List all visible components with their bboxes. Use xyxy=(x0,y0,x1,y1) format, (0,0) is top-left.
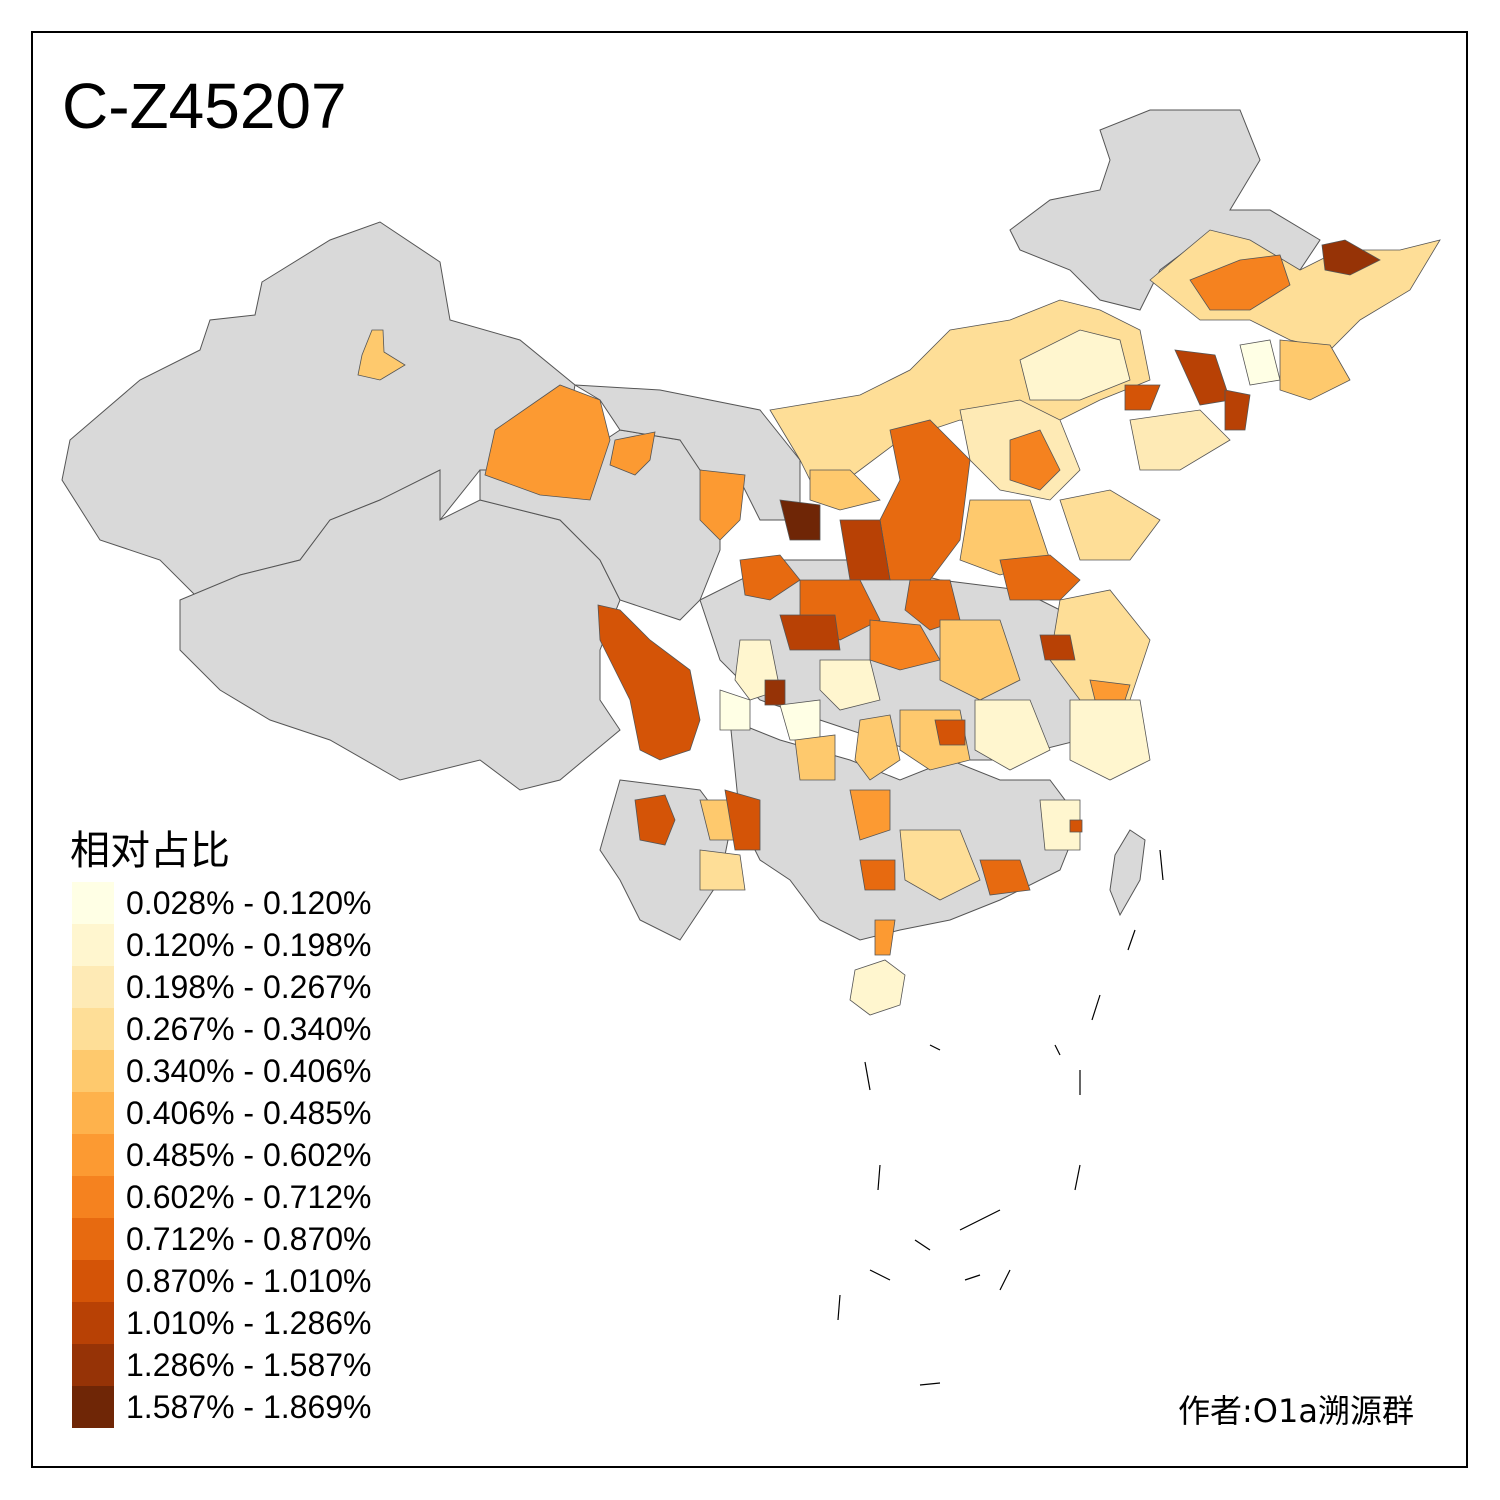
legend-label: 0.485% - 0.602% xyxy=(126,1136,372,1173)
region-hubei-n xyxy=(869,619,941,671)
south-china-sea-islands xyxy=(837,849,1164,1386)
region-tibet xyxy=(179,469,621,791)
region-shanxi-shaanxi xyxy=(879,419,971,581)
region-ganzi xyxy=(597,604,701,761)
region-guangxi-1 xyxy=(849,789,891,841)
legend-label: 1.010% - 1.286% xyxy=(126,1304,372,1341)
region-guangxi-2 xyxy=(859,859,896,891)
region-gansu-1 xyxy=(699,469,746,541)
region-ne-5 xyxy=(1239,339,1281,386)
region-ningxia xyxy=(779,499,821,541)
legend-swatch xyxy=(72,1218,114,1260)
legend: 0.028% - 0.120% 0.120% - 0.198% 0.198% - 0… xyxy=(72,882,372,1428)
region-guangdong-2 xyxy=(979,859,1031,896)
region-hebei-2 xyxy=(1009,429,1061,491)
region-gansu-2 xyxy=(739,554,801,601)
region-sichuan-dark xyxy=(764,679,786,706)
legend-swatch xyxy=(72,1050,114,1092)
legend-label: 0.198% - 0.267% xyxy=(126,968,372,1005)
legend-swatch xyxy=(72,966,114,1008)
legend-item: 1.286% - 1.587% xyxy=(72,1344,372,1386)
region-ne-3 xyxy=(1321,239,1381,276)
region-ne-6 xyxy=(1174,349,1231,406)
map-title: C-Z45207 xyxy=(62,70,347,142)
region-hami xyxy=(484,384,611,501)
legend-swatch xyxy=(72,1008,114,1050)
legend-swatch xyxy=(72,882,114,924)
legend-item: 1.587% - 1.869% xyxy=(72,1386,372,1428)
region-hainan xyxy=(849,959,906,1016)
legend-item: 0.340% - 0.406% xyxy=(72,1050,372,1092)
region-ne-2 xyxy=(1189,254,1291,311)
region-shaanxi-n xyxy=(839,519,891,581)
legend-item: 0.485% - 0.602% xyxy=(72,1134,372,1176)
legend-label: 1.286% - 1.587% xyxy=(126,1346,372,1383)
legend-label: 0.120% - 0.198% xyxy=(126,926,372,963)
region-ne-7 xyxy=(1224,389,1251,431)
region-sichuan-2 xyxy=(719,689,751,731)
legend-label: 0.340% - 0.406% xyxy=(126,1052,372,1089)
region-yunnan-orange xyxy=(634,794,676,846)
region-leizhou xyxy=(874,919,896,956)
legend-label: 0.267% - 0.340% xyxy=(126,1010,372,1047)
region-xj-tacheng xyxy=(357,329,406,381)
region-fujian-dark xyxy=(1069,819,1083,833)
region-shaanxi-s xyxy=(779,614,841,651)
region-jiuquan xyxy=(609,431,656,476)
region-guangdong-1 xyxy=(899,829,981,901)
legend-swatch xyxy=(72,1302,114,1344)
region-anhui-dark xyxy=(1039,634,1076,661)
legend-swatch xyxy=(72,1260,114,1302)
legend-label: 1.587% - 1.869% xyxy=(126,1388,372,1425)
region-sichuan-4 xyxy=(819,659,881,711)
region-shandong-w xyxy=(999,554,1081,601)
region-shandong xyxy=(1059,489,1161,561)
region-ne-8 xyxy=(1124,384,1161,411)
legend-swatch xyxy=(72,1176,114,1218)
legend-item: 0.712% - 0.870% xyxy=(72,1218,372,1260)
legend-title: 相对占比 xyxy=(70,828,230,874)
legend-item: 0.198% - 0.267% xyxy=(72,966,372,1008)
legend-item: 0.028% - 0.120% xyxy=(72,882,372,924)
legend-label: 0.602% - 0.712% xyxy=(126,1178,372,1215)
region-hubei-c xyxy=(939,619,1021,701)
legend-item: 0.406% - 0.485% xyxy=(72,1092,372,1134)
region-guizhou-1 xyxy=(794,734,836,781)
data-regions xyxy=(357,229,1441,1016)
legend-item: 0.870% - 1.010% xyxy=(72,1260,372,1302)
region-yunnan-3 xyxy=(724,789,761,851)
region-liaoning xyxy=(1129,409,1231,471)
region-sichuan-3 xyxy=(779,699,821,741)
region-ne-4 xyxy=(1279,339,1351,401)
legend-label: 0.028% - 0.120% xyxy=(126,884,372,921)
region-jiangxi xyxy=(974,699,1051,771)
region-hunan-dark xyxy=(934,719,966,746)
legend-swatch xyxy=(72,1344,114,1386)
legend-swatch xyxy=(72,924,114,966)
legend-label: 0.406% - 0.485% xyxy=(126,1094,372,1131)
region-guangdong-3 xyxy=(1039,799,1081,851)
map-frame xyxy=(31,31,1468,1468)
legend-item: 0.267% - 0.340% xyxy=(72,1008,372,1050)
region-gansu-3 xyxy=(809,469,881,511)
region-im-east xyxy=(1019,329,1131,401)
region-guizhou-2 xyxy=(854,714,901,781)
legend-swatch xyxy=(72,1092,114,1134)
legend-label: 0.870% - 1.010% xyxy=(126,1262,372,1299)
region-taiwan xyxy=(1109,829,1146,917)
region-zhejiang xyxy=(1069,699,1151,781)
author-credit: 作者:O1a溯源群 xyxy=(1178,1392,1414,1430)
region-yunnan-4 xyxy=(699,849,746,891)
legend-swatch xyxy=(72,1134,114,1176)
legend-label: 0.712% - 0.870% xyxy=(126,1220,372,1257)
legend-item: 0.602% - 0.712% xyxy=(72,1176,372,1218)
legend-item: 0.120% - 0.198% xyxy=(72,924,372,966)
legend-item: 1.010% - 1.286% xyxy=(72,1302,372,1344)
legend-swatch xyxy=(72,1386,114,1428)
